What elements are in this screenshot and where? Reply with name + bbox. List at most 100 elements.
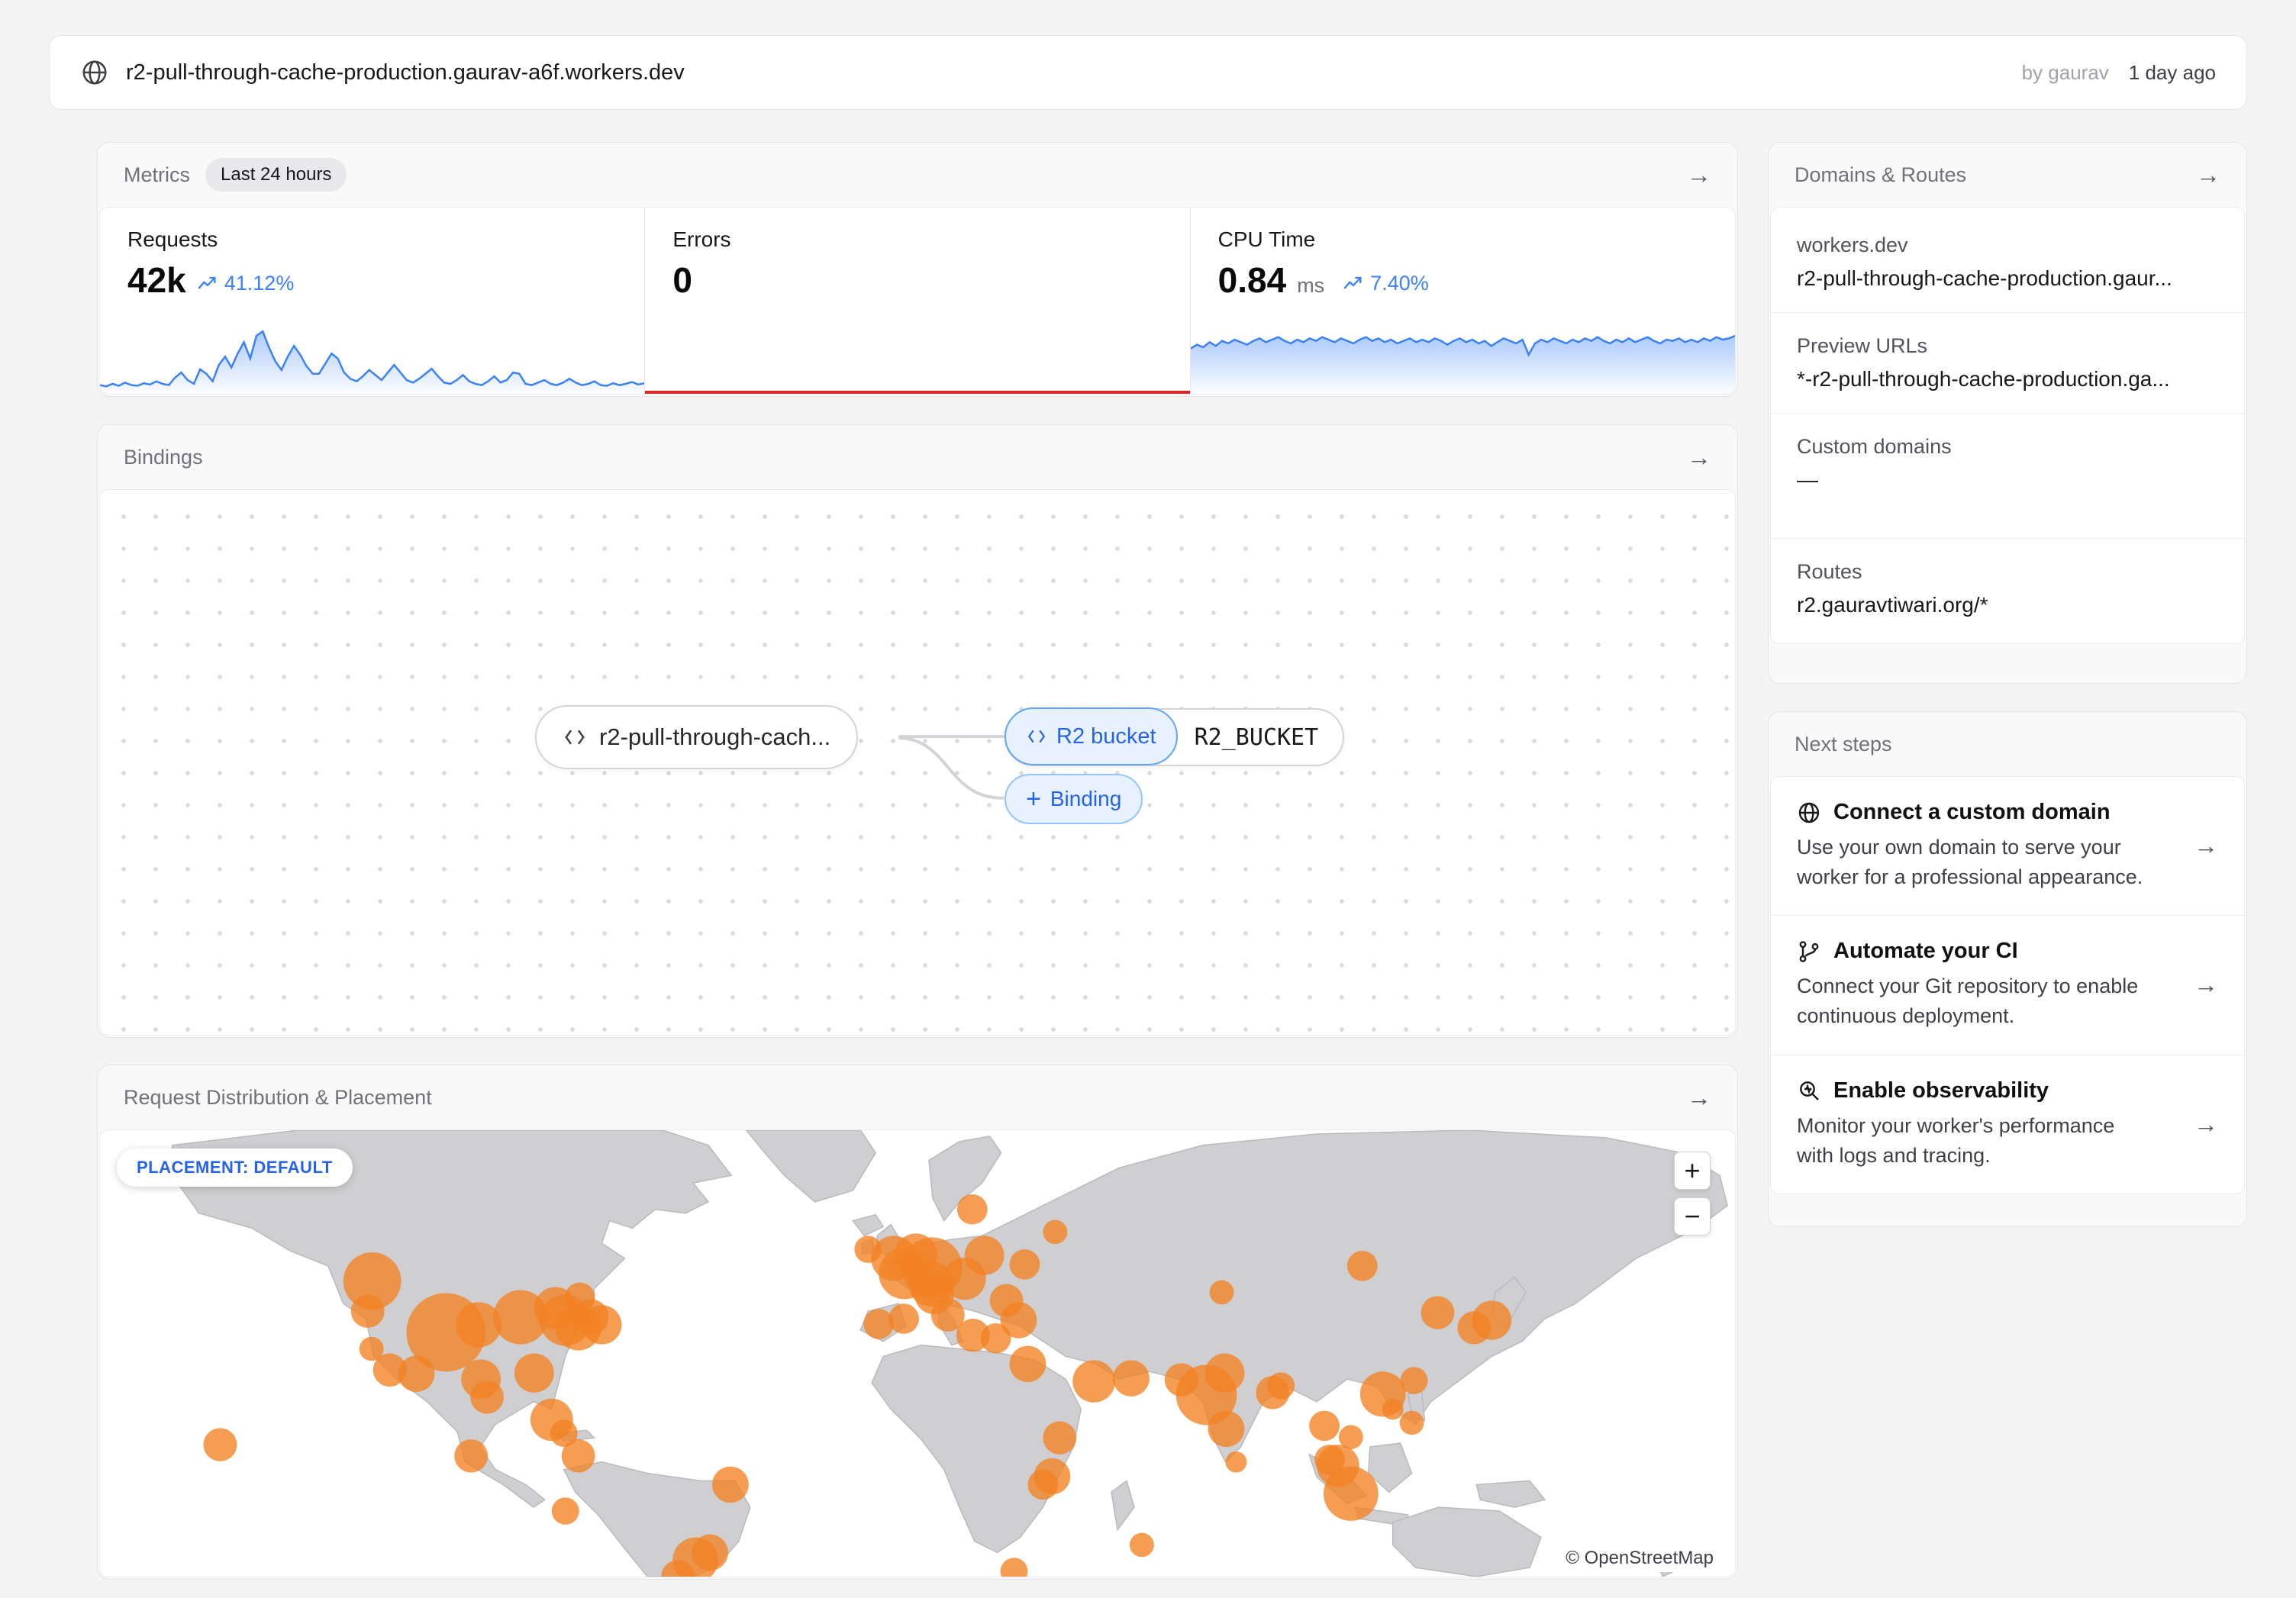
observability-desc: Monitor your worker's performance with l… xyxy=(1797,1113,2115,1167)
request-bubble xyxy=(1129,1532,1154,1558)
request-bubble xyxy=(1113,1360,1150,1397)
zoom-out-button[interactable]: − xyxy=(1674,1197,1711,1236)
zoom-in-button[interactable]: + xyxy=(1674,1152,1711,1190)
metrics-panel: Metrics Last 24 hours → Requests 42k xyxy=(97,142,1738,397)
request-bubble xyxy=(350,1294,385,1328)
errors-value: 0 xyxy=(672,260,692,300)
automate-ci-title: Automate your CI xyxy=(1833,939,2018,964)
request-bubble xyxy=(514,1353,554,1393)
bindings-title: Bindings xyxy=(124,445,203,469)
request-bubble xyxy=(1382,1398,1404,1420)
request-bubble xyxy=(1000,1302,1037,1339)
r2-binding-node[interactable]: R2 bucket R2_BUCKET xyxy=(1004,707,1345,766)
request-bubble xyxy=(1324,1466,1379,1521)
search-pulse-icon xyxy=(1797,1078,1821,1103)
request-bubble xyxy=(1027,1469,1059,1500)
request-bubble xyxy=(1420,1296,1455,1329)
domains-title: Domains & Routes xyxy=(1795,163,1967,186)
arrow-right-icon[interactable]: → xyxy=(2194,1110,2218,1138)
arrow-right-icon[interactable]: → xyxy=(2194,971,2218,999)
metrics-header[interactable]: Metrics Last 24 hours → xyxy=(98,143,1737,207)
placement-badge[interactable]: PLACEMENT: DEFAULT xyxy=(117,1149,353,1187)
request-bubble xyxy=(1009,1345,1046,1383)
bindings-canvas: r2-pull-through-cach... R2 bucket R2_BUC… xyxy=(99,489,1736,1036)
add-binding-button[interactable]: + Binding xyxy=(1004,774,1143,824)
errors-metric[interactable]: Errors 0 xyxy=(644,208,1190,394)
connect-domain-item[interactable]: Connect a custom domain Use your own dom… xyxy=(1771,777,2244,915)
observability-item[interactable]: Enable observability Monitor your worker… xyxy=(1771,1054,2244,1194)
bindings-panel: Bindings → r2-pull-through-c xyxy=(97,424,1738,1038)
metrics-title: Metrics xyxy=(124,163,190,186)
bindings-header[interactable]: Bindings → xyxy=(98,425,1737,489)
custom-domains-row: Custom domains — xyxy=(1771,413,2244,538)
code-brackets-icon xyxy=(563,726,587,749)
next-steps-panel: Next steps Connect a custom domain xyxy=(1768,711,2247,1227)
workersdev-value[interactable]: r2-pull-through-cache-production.gaur... xyxy=(1797,266,2172,290)
git-branch-icon xyxy=(1797,939,1821,964)
r2-binding-type: R2 bucket xyxy=(1056,723,1156,749)
worker-node[interactable]: r2-pull-through-cach... xyxy=(535,705,859,769)
preview-urls-value[interactable]: *-r2-pull-through-cache-production.ga... xyxy=(1797,367,2170,391)
world-map[interactable]: PLACEMENT: DEFAULT + − © OpenStreetMap xyxy=(99,1129,1736,1577)
request-bubble xyxy=(359,1336,384,1361)
routes-row: Routes r2.gauravtiwari.org/* xyxy=(1771,538,2244,639)
cpu-sparkline xyxy=(1190,324,1735,394)
automate-ci-item[interactable]: Automate your CI Connect your Git reposi… xyxy=(1771,915,2244,1054)
map-header[interactable]: Request Distribution & Placement → xyxy=(98,1065,1737,1129)
automate-ci-desc: Connect your Git repository to enable co… xyxy=(1797,975,2139,1028)
deploy-author: by gaurav xyxy=(2021,60,2109,84)
arrow-right-icon[interactable]: → xyxy=(1687,160,1711,188)
worker-url-bar: r2-pull-through-cache-production.gaurav-… xyxy=(49,35,2247,110)
globe-icon xyxy=(80,58,109,87)
cpu-value: 0.84 xyxy=(1217,260,1287,300)
request-bubble xyxy=(470,1381,505,1414)
time-range-badge[interactable]: Last 24 hours xyxy=(205,158,347,192)
connect-domain-desc: Use your own domain to serve your worker… xyxy=(1797,836,2143,889)
routes-label: Routes xyxy=(1797,560,1862,583)
arrow-right-icon[interactable]: → xyxy=(2196,160,2220,188)
workersdev-label: workers.dev xyxy=(1797,234,1908,256)
request-bubble xyxy=(863,1309,895,1339)
request-bubble xyxy=(712,1466,749,1503)
next-steps-header: Next steps xyxy=(1769,712,2246,776)
arrow-right-icon[interactable]: → xyxy=(2194,832,2218,860)
world-landmass xyxy=(171,1130,1728,1577)
request-bubble xyxy=(456,1302,502,1348)
worker-url[interactable]: r2-pull-through-cache-production.gaurav-… xyxy=(126,60,685,85)
request-bubble xyxy=(1225,1451,1247,1473)
routes-value[interactable]: r2.gauravtiwari.org/* xyxy=(1797,593,1988,617)
request-bubble xyxy=(943,1258,986,1300)
r2-binding-name: R2_BUCKET xyxy=(1194,723,1319,751)
request-bubble xyxy=(1043,1421,1077,1455)
cpu-metric[interactable]: CPU Time 0.84 ms 7.40% xyxy=(1189,208,1735,394)
request-bubble xyxy=(493,1290,548,1345)
custom-domains-value: — xyxy=(1797,468,1818,491)
connect-domain-title: Connect a custom domain xyxy=(1833,800,2111,824)
map-title: Request Distribution & Placement xyxy=(124,1085,432,1109)
request-bubble xyxy=(1309,1410,1340,1442)
observability-title: Enable observability xyxy=(1833,1078,2049,1103)
requests-metric[interactable]: Requests 42k 41.12% xyxy=(100,208,645,394)
cpu-label: CPU Time xyxy=(1217,227,1316,251)
requests-sparkline xyxy=(100,324,645,394)
errors-sparkline xyxy=(645,391,1190,394)
map-attribution[interactable]: © OpenStreetMap xyxy=(1555,1545,1724,1572)
request-bubble xyxy=(372,1353,407,1387)
request-bubble xyxy=(454,1439,489,1473)
binding-connectors xyxy=(898,735,1004,800)
request-bubble xyxy=(1314,1445,1345,1475)
globe-icon xyxy=(1797,801,1821,825)
next-steps-body: Connect a custom domain Use your own dom… xyxy=(1770,776,2245,1194)
workersdev-row: workers.dev r2-pull-through-cache-produc… xyxy=(1771,212,2244,312)
arrow-right-icon[interactable]: → xyxy=(1687,1083,1711,1111)
trending-up-icon xyxy=(1343,274,1364,292)
domains-header[interactable]: Domains & Routes → xyxy=(1769,143,2246,207)
arrow-right-icon[interactable]: → xyxy=(1687,443,1711,471)
request-bubble xyxy=(1072,1360,1116,1403)
deploy-time: 1 day ago xyxy=(2128,60,2216,84)
requests-label: Requests xyxy=(127,227,218,251)
preview-urls-label: Preview URLs xyxy=(1797,334,1928,357)
plus-icon: + xyxy=(1026,785,1041,813)
preview-urls-row: Preview URLs *-r2-pull-through-cache-pro… xyxy=(1771,312,2244,413)
